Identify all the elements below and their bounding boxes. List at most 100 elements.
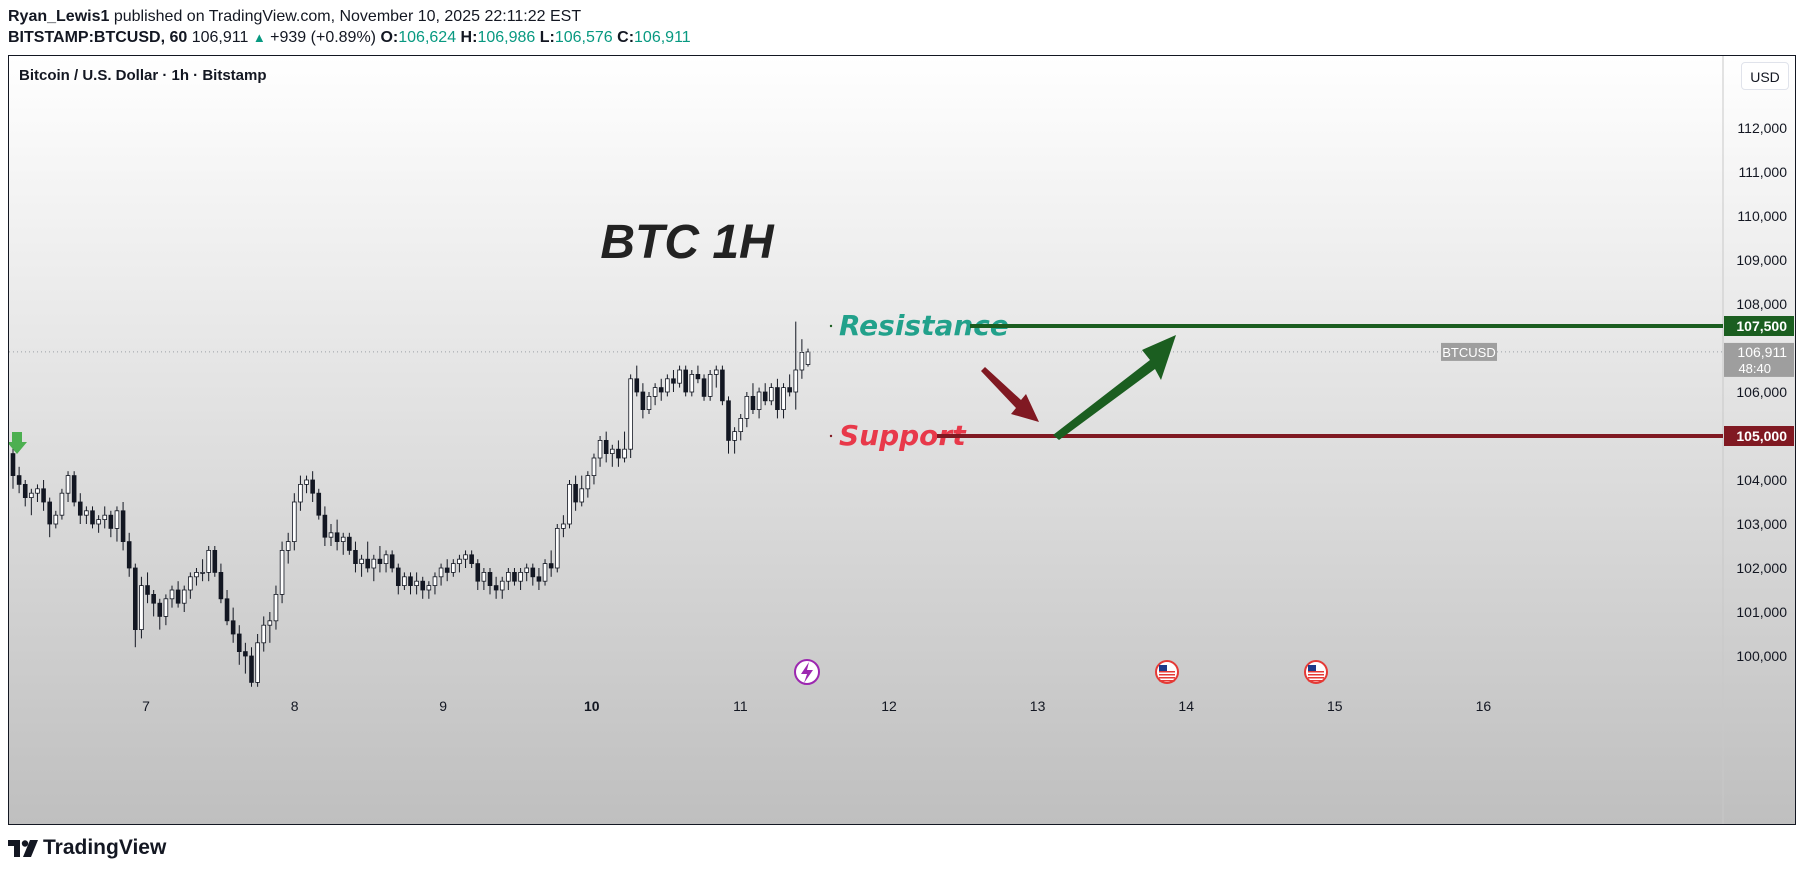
candle [200, 572, 205, 574]
candle [328, 532, 334, 538]
candle [90, 510, 95, 525]
low-value: 106,576 [554, 29, 613, 46]
open-value: 106,624 [398, 29, 457, 46]
candle [304, 479, 309, 485]
candle [47, 501, 52, 525]
candle [261, 624, 267, 644]
candle [444, 567, 450, 573]
x-tick-label: 13 [1030, 698, 1046, 714]
candle [29, 492, 34, 499]
candle [334, 532, 340, 542]
flash-bolt [801, 662, 813, 683]
candle [573, 483, 578, 503]
annotation-title: BTC 1H [600, 216, 775, 269]
y-tick-label: 110,000 [1737, 208, 1787, 224]
candle [732, 431, 737, 441]
candle [285, 541, 291, 551]
candle [548, 563, 554, 569]
candle [530, 567, 536, 578]
candle [279, 549, 285, 595]
flag-stripe [1308, 674, 1324, 676]
candle [463, 554, 468, 560]
candle [683, 369, 688, 393]
chart-title: Bitcoin / U.S. Dollar · 1h · Bitstamp [19, 67, 267, 84]
candle [744, 395, 750, 419]
candle [695, 373, 701, 380]
candle [65, 475, 71, 494]
candle [194, 572, 199, 578]
up-triangle-icon: ▲ [252, 30, 266, 45]
candle [10, 453, 16, 477]
x-tick-label: 10 [584, 698, 600, 714]
candle [133, 567, 138, 630]
candle [799, 351, 805, 371]
open-label: O: [380, 29, 399, 46]
price-chart[interactable]: 100,000 101,000 102,000 103,000 104,000 105,0… [9, 56, 1795, 824]
x-tick-label: 7 [142, 698, 150, 714]
candle [518, 572, 523, 582]
candle [236, 633, 242, 653]
candle [689, 373, 695, 393]
currency-button[interactable]: USD [1741, 62, 1789, 90]
y-tick-label: 109,000 [1736, 252, 1787, 268]
red-down-arrow [981, 367, 1039, 422]
candle [469, 554, 474, 564]
x-tick-label: 14 [1178, 698, 1194, 714]
candle [481, 572, 487, 582]
candle [512, 572, 517, 582]
candle [41, 488, 46, 503]
candle [640, 391, 646, 411]
x-tick-label: 12 [881, 698, 897, 714]
candle [53, 514, 59, 525]
candle [120, 510, 126, 542]
candle [658, 387, 664, 393]
candle [59, 492, 65, 516]
green-up-arrow [1053, 335, 1176, 440]
x-tick-label: 11 [733, 698, 748, 714]
published-text: published on TradingView.com, November 1… [113, 8, 582, 25]
candle [353, 549, 358, 564]
level-price-badge [1724, 426, 1794, 446]
candle [438, 567, 444, 578]
candle [102, 514, 108, 521]
countdown-label: 48:40 [1738, 361, 1771, 376]
candle [16, 475, 22, 485]
candle [267, 620, 273, 626]
symbol-label: BITSTAMP:BTCUSD, 60 [8, 29, 188, 46]
candle [603, 439, 609, 454]
y-tick-label: 100,000 [1736, 648, 1787, 664]
y-tick-label: 101,000 [1736, 604, 1787, 620]
candle [188, 576, 193, 591]
candle [756, 391, 762, 411]
x-tick-label: 9 [439, 698, 447, 714]
candle [585, 475, 591, 490]
candle [793, 369, 799, 393]
low-label: L: [539, 29, 555, 46]
candle [567, 483, 572, 525]
candle [169, 589, 175, 600]
candle [591, 457, 597, 477]
candle [597, 439, 603, 459]
candle [377, 558, 383, 565]
candle [212, 549, 218, 573]
publisher-name[interactable]: Ryan_Lewis1 [8, 8, 110, 25]
candle [634, 378, 640, 393]
candle [652, 387, 658, 397]
candle [720, 369, 725, 402]
tradingview-logo[interactable]: TradingView [8, 836, 166, 860]
y-tick-label: 108,000 [1736, 296, 1787, 312]
chart-frame[interactable]: 100,000 101,000 102,000 103,000 104,000 105,0… [8, 55, 1796, 825]
candle [175, 589, 181, 604]
candle [126, 541, 132, 569]
y-tick-label: 111,000 [1738, 164, 1787, 180]
level-marker-dot [829, 434, 833, 438]
flag-stripe [1159, 677, 1175, 679]
candle [561, 523, 566, 529]
candle [365, 558, 370, 569]
candle [163, 598, 169, 617]
candle [383, 554, 389, 564]
candle [35, 488, 40, 494]
candle [628, 378, 633, 450]
candle [671, 378, 676, 384]
flag-stripe [1308, 680, 1324, 682]
